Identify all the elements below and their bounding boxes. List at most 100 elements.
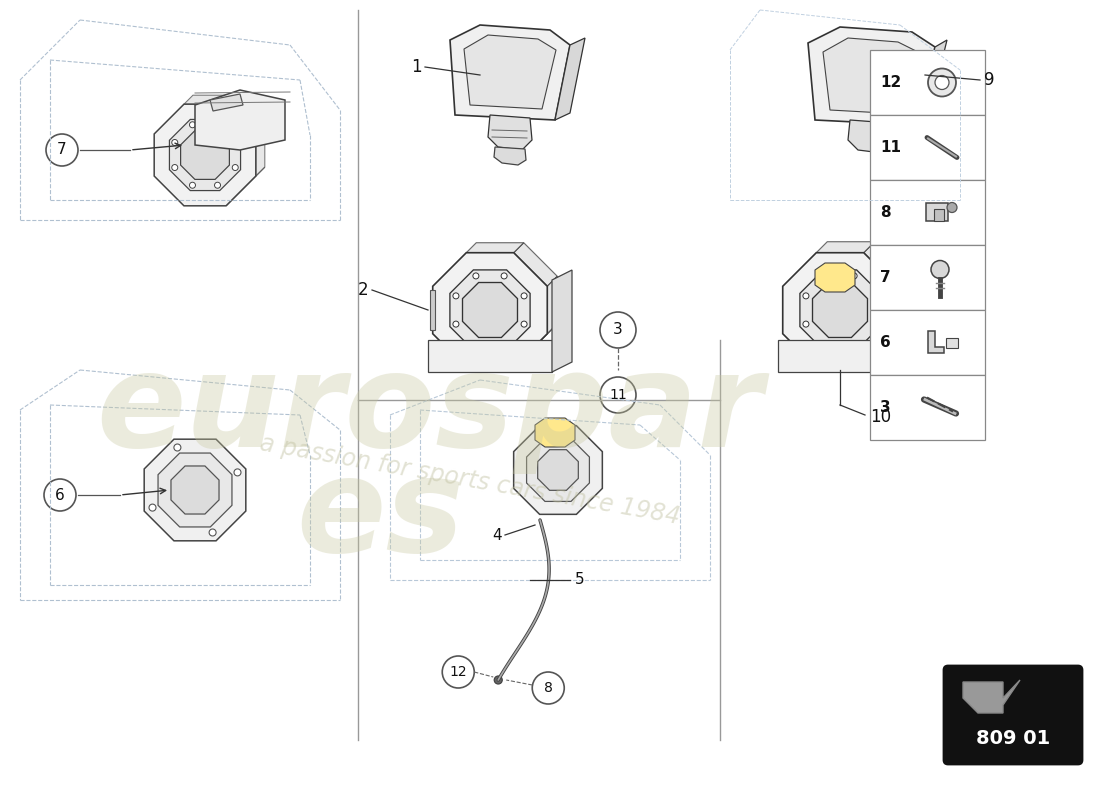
- Circle shape: [931, 261, 949, 278]
- Polygon shape: [813, 282, 868, 338]
- Polygon shape: [962, 680, 1020, 713]
- Text: 809 01: 809 01: [976, 729, 1050, 747]
- Polygon shape: [902, 268, 924, 372]
- Polygon shape: [864, 322, 909, 367]
- Polygon shape: [494, 147, 526, 165]
- Polygon shape: [180, 130, 230, 179]
- Circle shape: [46, 134, 78, 166]
- Polygon shape: [548, 276, 558, 334]
- Circle shape: [521, 321, 527, 327]
- FancyBboxPatch shape: [944, 666, 1082, 764]
- Bar: [934, 209, 944, 221]
- Polygon shape: [184, 95, 235, 104]
- Polygon shape: [552, 270, 572, 372]
- Text: 7: 7: [880, 270, 891, 285]
- Circle shape: [803, 293, 808, 299]
- Circle shape: [851, 273, 857, 279]
- Polygon shape: [210, 94, 243, 111]
- Polygon shape: [816, 242, 875, 253]
- Polygon shape: [514, 324, 558, 367]
- Circle shape: [442, 656, 474, 688]
- Circle shape: [172, 165, 178, 170]
- Bar: [870, 375, 984, 440]
- Text: eurospar: eurospar: [97, 346, 763, 474]
- Text: 11: 11: [880, 140, 901, 155]
- Circle shape: [532, 672, 564, 704]
- Polygon shape: [428, 340, 552, 372]
- Circle shape: [232, 165, 239, 170]
- Circle shape: [234, 469, 241, 476]
- Polygon shape: [800, 270, 880, 350]
- Polygon shape: [823, 38, 920, 114]
- Text: 9: 9: [984, 71, 994, 89]
- Polygon shape: [848, 120, 892, 153]
- Polygon shape: [928, 330, 944, 353]
- Circle shape: [473, 341, 478, 347]
- Circle shape: [600, 312, 636, 348]
- Bar: [870, 50, 984, 115]
- Circle shape: [148, 504, 156, 511]
- Polygon shape: [154, 104, 256, 206]
- Polygon shape: [514, 242, 558, 286]
- Bar: [870, 310, 984, 375]
- Polygon shape: [535, 418, 575, 447]
- Polygon shape: [170, 466, 219, 514]
- Polygon shape: [169, 119, 241, 190]
- Polygon shape: [466, 242, 524, 253]
- Text: 10: 10: [870, 408, 891, 426]
- Circle shape: [172, 139, 178, 146]
- Circle shape: [209, 529, 216, 536]
- Text: 3: 3: [880, 400, 891, 415]
- Circle shape: [189, 182, 196, 188]
- Polygon shape: [430, 290, 434, 330]
- Circle shape: [232, 139, 239, 146]
- Polygon shape: [514, 426, 603, 514]
- Circle shape: [214, 182, 220, 188]
- Circle shape: [214, 122, 220, 128]
- Text: 3: 3: [613, 322, 623, 338]
- Polygon shape: [450, 270, 530, 350]
- Circle shape: [851, 341, 857, 347]
- Text: 12: 12: [450, 665, 468, 679]
- Circle shape: [44, 479, 76, 511]
- Polygon shape: [815, 263, 855, 292]
- Circle shape: [494, 676, 503, 684]
- Circle shape: [473, 273, 478, 279]
- Circle shape: [174, 444, 180, 451]
- Polygon shape: [144, 439, 245, 541]
- Circle shape: [823, 273, 829, 279]
- Polygon shape: [864, 242, 909, 286]
- Polygon shape: [778, 340, 902, 372]
- Polygon shape: [527, 438, 590, 502]
- Circle shape: [928, 69, 956, 97]
- Polygon shape: [915, 40, 947, 125]
- Text: a passion for sports cars since 1984: a passion for sports cars since 1984: [258, 431, 682, 529]
- Polygon shape: [464, 35, 556, 109]
- Polygon shape: [783, 253, 898, 367]
- Polygon shape: [450, 25, 570, 120]
- Circle shape: [600, 377, 636, 413]
- Text: 5: 5: [575, 573, 584, 587]
- Circle shape: [871, 321, 877, 327]
- Polygon shape: [898, 275, 909, 334]
- Text: 8: 8: [880, 205, 891, 220]
- Polygon shape: [432, 253, 548, 367]
- Circle shape: [502, 273, 507, 279]
- Text: 6: 6: [55, 487, 65, 502]
- Polygon shape: [195, 90, 285, 150]
- Circle shape: [453, 321, 459, 327]
- Text: es: es: [296, 451, 464, 578]
- Polygon shape: [556, 38, 585, 120]
- Polygon shape: [226, 167, 265, 206]
- Circle shape: [871, 293, 877, 299]
- Circle shape: [935, 75, 949, 90]
- Text: 4: 4: [493, 527, 502, 542]
- Circle shape: [453, 293, 459, 299]
- Polygon shape: [256, 125, 265, 176]
- Circle shape: [189, 122, 196, 128]
- Text: 12: 12: [880, 75, 901, 90]
- Polygon shape: [226, 95, 265, 134]
- Text: 7: 7: [57, 142, 67, 158]
- Circle shape: [521, 293, 527, 299]
- Polygon shape: [462, 282, 517, 338]
